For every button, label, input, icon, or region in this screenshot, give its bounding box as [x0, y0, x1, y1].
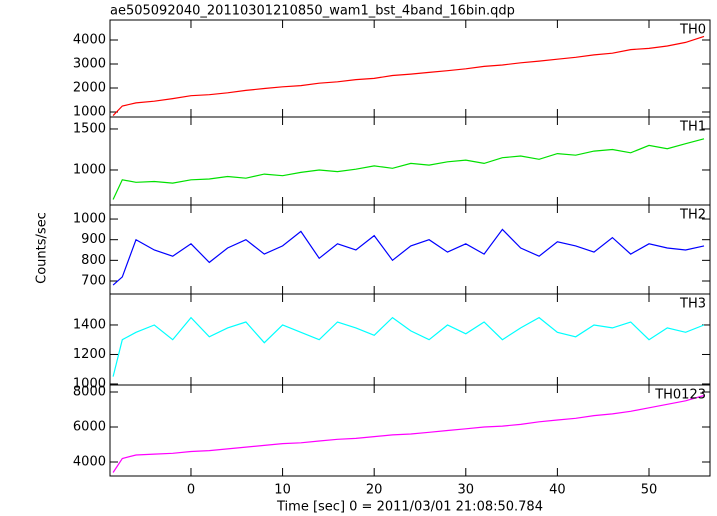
y-tick-label: 1400 — [73, 317, 106, 332]
y-tick-label: 1000 — [73, 105, 106, 120]
data-line — [112, 316, 705, 377]
data-line — [112, 394, 705, 473]
y-tick-label: 8000 — [73, 385, 106, 400]
panel-frame — [109, 204, 711, 295]
panel-label: TH0123 — [654, 388, 706, 403]
y-tick-label: 1000 — [73, 376, 106, 391]
y-tick-label: 3000 — [73, 56, 106, 71]
y-axis-label: Counts/sec — [35, 212, 50, 284]
x-axis-label: Time [sec] 0 = 2011/03/01 21:08:50.784 — [276, 500, 543, 515]
x-tick-label: 20 — [366, 483, 383, 498]
panel-frame — [109, 19, 711, 118]
data-line — [112, 35, 705, 117]
x-tick-label: 0 — [187, 483, 195, 498]
y-tick-label: 700 — [81, 273, 106, 288]
chart-title: ae505092040_20110301210850_wam1_bst_4ban… — [110, 4, 515, 19]
panel-label: TH2 — [679, 208, 706, 223]
y-tick-label: 1000 — [73, 162, 106, 177]
data-line — [112, 228, 705, 286]
y-tick-label: 1200 — [73, 347, 106, 362]
y-tick-label: 4000 — [73, 32, 106, 47]
x-tick-label: 40 — [549, 483, 566, 498]
panel-frame — [109, 384, 711, 477]
y-tick-label: 800 — [81, 253, 106, 268]
x-tick-label: 50 — [641, 483, 658, 498]
panel-label: TH3 — [679, 297, 706, 312]
y-tick-label: 1500 — [73, 121, 106, 136]
data-line — [112, 138, 705, 200]
y-tick-label: 4000 — [73, 455, 106, 470]
x-tick-label: 10 — [274, 483, 291, 498]
y-tick-label: 900 — [81, 232, 106, 247]
y-tick-label: 1000 — [73, 212, 106, 227]
x-tick-label: 30 — [458, 483, 475, 498]
panel-frame — [109, 293, 711, 386]
y-tick-label: 2000 — [73, 81, 106, 96]
panel-label: TH1 — [679, 120, 706, 135]
panel-label: TH0 — [679, 23, 706, 38]
y-tick-label: 6000 — [73, 420, 106, 435]
panel-frame — [109, 116, 711, 206]
